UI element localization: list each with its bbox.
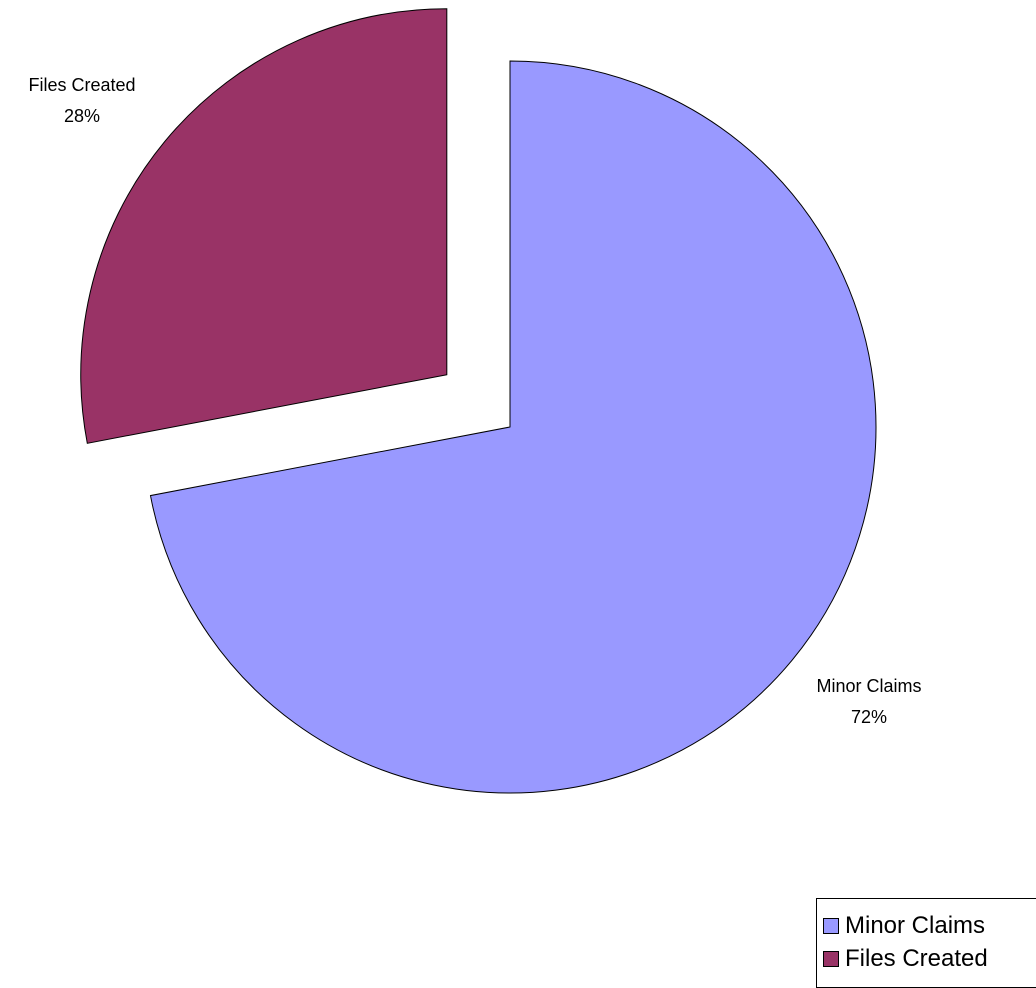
legend-swatch-files-created bbox=[823, 951, 839, 967]
slice-percent-files-created: 28% bbox=[64, 106, 100, 126]
chart-legend: Minor Claims Files Created bbox=[816, 898, 1036, 988]
legend-swatch-minor-claims bbox=[823, 918, 839, 934]
slice-label-files-created: Files Created bbox=[28, 75, 135, 95]
slice-percent-minor-claims: 72% bbox=[851, 707, 887, 727]
pie-slice-minor-claims bbox=[149, 60, 877, 794]
legend-item-files-created: Files Created bbox=[823, 944, 988, 974]
legend-label-minor-claims: Minor Claims bbox=[845, 912, 986, 939]
slice-label-minor-claims: Minor Claims bbox=[816, 676, 921, 696]
legend-label-files-created: Files Created bbox=[845, 945, 988, 972]
pie-slice-files-created bbox=[80, 8, 448, 444]
legend-item-minor-claims: Minor Claims bbox=[823, 911, 985, 941]
